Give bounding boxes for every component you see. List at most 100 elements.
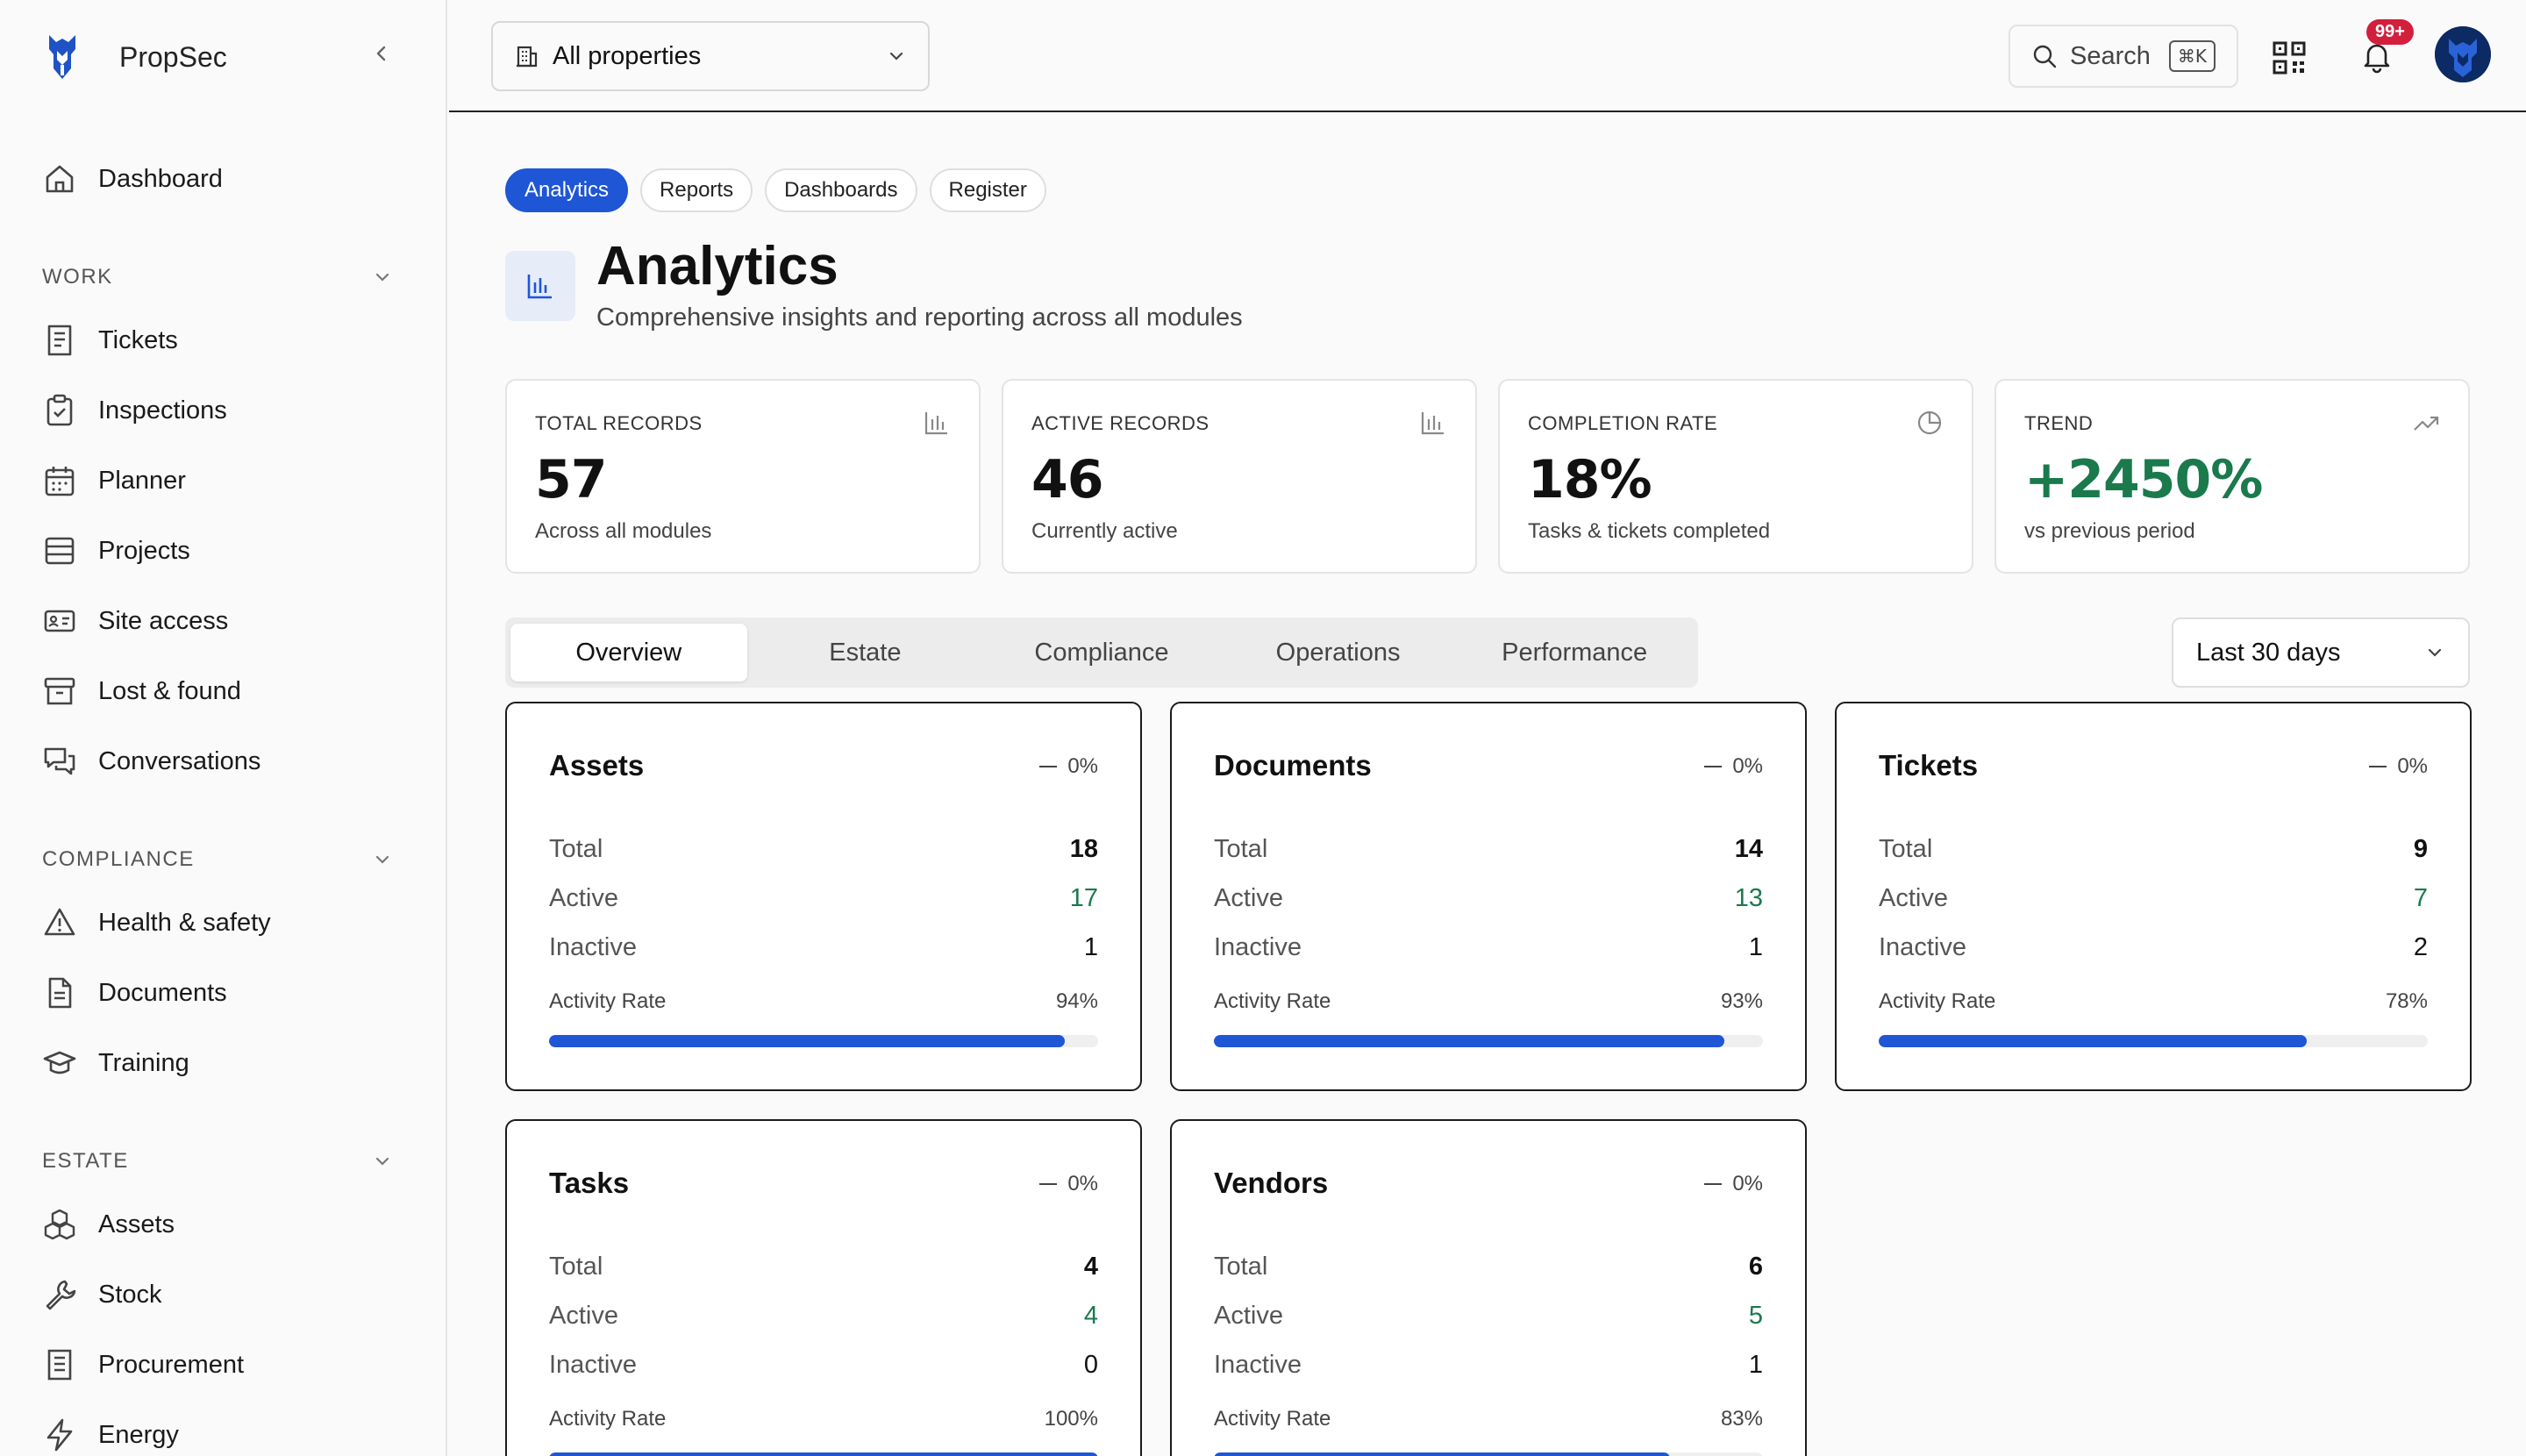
section-estate[interactable]: ESTATE bbox=[42, 1144, 393, 1179]
total-row: Total 9 bbox=[1879, 831, 2428, 867]
tab-dashboards[interactable]: Dashboards bbox=[765, 168, 917, 212]
collapse-sidebar-button[interactable] bbox=[367, 39, 396, 68]
module-card-vendors[interactable]: Vendors 0% Total 6 Active 5 Inactive 1 A… bbox=[1170, 1119, 1807, 1456]
warning-icon bbox=[44, 908, 75, 936]
projects-icon bbox=[45, 537, 75, 565]
total-value: 9 bbox=[2413, 834, 2428, 863]
row-label: Total bbox=[1214, 834, 1268, 863]
sidebar-item-label: Documents bbox=[98, 978, 227, 1007]
property-select[interactable]: All properties bbox=[491, 21, 930, 91]
active-row: Active 7 bbox=[1879, 881, 2428, 916]
tab-performance[interactable]: Performance bbox=[1502, 638, 1648, 667]
row-label: Inactive bbox=[1214, 1350, 1302, 1379]
activity-rate-bar bbox=[1214, 1035, 1763, 1047]
stat-card-completion-rate: COMPLETION RATE 18% Tasks & tickets comp… bbox=[1498, 379, 1973, 574]
brand[interactable]: PropSec bbox=[42, 26, 227, 88]
tab-reports[interactable]: Reports bbox=[640, 168, 753, 212]
chat-icon bbox=[44, 747, 75, 775]
sidebar-item-label: Assets bbox=[98, 1210, 175, 1238]
boxes-icon bbox=[44, 1209, 75, 1240]
tab-compliance[interactable]: Compliance bbox=[1034, 638, 1169, 667]
date-range-select[interactable]: Last 30 days bbox=[2172, 617, 2470, 688]
activity-rate-value: 93% bbox=[1720, 989, 1763, 1013]
module-card-tickets[interactable]: Tickets 0% Total 9 Active 7 Inactive 2 A… bbox=[1835, 702, 2472, 1091]
clipboard-check-icon bbox=[46, 394, 73, 426]
active-value: 13 bbox=[1734, 883, 1763, 912]
sidebar-item-conversations[interactable]: Conversations bbox=[42, 735, 410, 788]
stat-label: COMPLETION RATE bbox=[1528, 412, 1718, 434]
section-title: WORK bbox=[42, 265, 113, 289]
row-label: Inactive bbox=[549, 1350, 637, 1379]
sidebar-item-procurement[interactable]: Procurement bbox=[42, 1338, 410, 1391]
stat-label: TOTAL RECORDS bbox=[535, 412, 703, 434]
activity-rate-value: 83% bbox=[1720, 1407, 1763, 1431]
bell-icon[interactable] bbox=[2359, 39, 2394, 74]
module-card-assets[interactable]: Assets 0% Total 18 Active 17 Inactive 1 … bbox=[505, 702, 1142, 1091]
wrench-icon bbox=[46, 1280, 76, 1310]
sidebar-item-training[interactable]: Training bbox=[42, 1037, 410, 1089]
section-work[interactable]: WORK bbox=[42, 260, 393, 295]
search-button[interactable]: Search ⌘K bbox=[2009, 25, 2238, 88]
section-compliance[interactable]: COMPLIANCE bbox=[42, 842, 393, 877]
stat-card-active-records: ACTIVE RECORDS 46 Currently active bbox=[1002, 379, 1477, 574]
tab-overview[interactable]: Overview bbox=[510, 624, 747, 682]
tab-register[interactable]: Register bbox=[929, 168, 1046, 212]
search-label: Search bbox=[2070, 41, 2151, 70]
inactive-row: Inactive 1 bbox=[1214, 1347, 1763, 1382]
sidebar-item-stock[interactable]: Stock bbox=[42, 1268, 410, 1321]
graduation-cap-icon bbox=[43, 1051, 76, 1074]
sidebar-item-label: Energy bbox=[98, 1420, 179, 1449]
sidebar-item-projects[interactable]: Projects bbox=[42, 525, 410, 577]
user-avatar-icon bbox=[2435, 26, 2491, 82]
qr-code-icon[interactable] bbox=[2272, 40, 2307, 75]
section-title: ESTATE bbox=[42, 1149, 129, 1173]
bar-chart-icon bbox=[1421, 412, 1444, 435]
activity-rate-value: 100% bbox=[1044, 1407, 1098, 1431]
sidebar-item-health-safety[interactable]: Health & safety bbox=[42, 896, 410, 949]
activity-rate-label: Activity Rate bbox=[549, 989, 667, 1013]
sidebar-item-site-access[interactable]: Site access bbox=[42, 595, 410, 647]
total-value: 6 bbox=[1748, 1252, 1763, 1281]
sidebar-item-documents[interactable]: Documents bbox=[42, 967, 410, 1019]
module-card-tasks[interactable]: Tasks 0% Total 4 Active 4 Inactive 0 Act… bbox=[505, 1119, 1142, 1456]
sidebar-item-lost-and-found[interactable]: Lost & found bbox=[42, 665, 410, 717]
sidebar-item-label: Lost & found bbox=[98, 676, 241, 705]
tab-analytics[interactable]: Analytics bbox=[505, 168, 629, 212]
row-label: Total bbox=[1879, 834, 1933, 863]
view-tabs: Overview Estate Compliance Operations Pe… bbox=[505, 617, 1698, 688]
activity-rate: Activity Rate 83% bbox=[1214, 1407, 1763, 1431]
sidebar-item-planner[interactable]: Planner bbox=[42, 454, 410, 507]
topbar: All properties Search ⌘K 99+ bbox=[449, 0, 2526, 112]
sidebar-item-inspections[interactable]: Inspections bbox=[42, 384, 410, 437]
avatar[interactable] bbox=[2435, 26, 2491, 82]
row-label: Active bbox=[1214, 883, 1283, 912]
sidebar-item-energy[interactable]: Energy bbox=[42, 1409, 410, 1456]
card-title: Tickets bbox=[1879, 749, 1979, 782]
module-tabs: Analytics Reports Dashboards Register bbox=[505, 168, 1046, 212]
sidebar-item-dashboard[interactable]: Dashboard bbox=[42, 153, 410, 205]
change-value: 0% bbox=[1067, 754, 1098, 778]
chevron-down-icon bbox=[375, 273, 389, 282]
chevron-down-icon bbox=[375, 855, 389, 864]
stat-card-trend: TREND +2450% vs previous period bbox=[1994, 379, 2470, 574]
sidebar-item-assets[interactable]: Assets bbox=[42, 1198, 410, 1251]
tab-operations[interactable]: Operations bbox=[1275, 638, 1401, 667]
calendar-icon bbox=[45, 467, 75, 496]
page-icon bbox=[505, 251, 575, 321]
tab-estate[interactable]: Estate bbox=[829, 638, 902, 667]
module-card-documents[interactable]: Documents 0% Total 14 Active 13 Inactive… bbox=[1170, 702, 1807, 1091]
active-row: Active 4 bbox=[549, 1298, 1098, 1333]
sidebar: PropSec Dashboard WORK Tickets Inspectio… bbox=[0, 0, 447, 1456]
notification-badge: 99+ bbox=[2366, 19, 2414, 45]
sidebar-item-tickets[interactable]: Tickets bbox=[42, 314, 410, 367]
change-value: 0% bbox=[1732, 754, 1763, 778]
propsec-logo-icon bbox=[49, 35, 75, 79]
stat-value: +2450% bbox=[2024, 449, 2263, 510]
inactive-value: 1 bbox=[1748, 1350, 1763, 1379]
activity-rate-fill bbox=[1214, 1452, 1670, 1456]
total-value: 4 bbox=[1083, 1252, 1098, 1281]
chevron-down-icon bbox=[2428, 648, 2442, 657]
total-value: 14 bbox=[1734, 834, 1763, 863]
inactive-value: 0 bbox=[1083, 1350, 1098, 1379]
row-label: Active bbox=[1214, 1301, 1283, 1330]
